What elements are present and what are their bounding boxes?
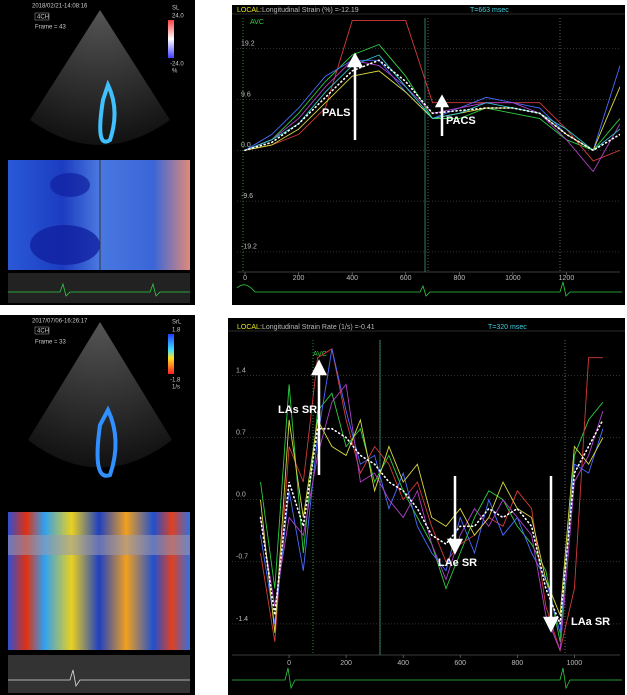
x-tick-label: 0	[287, 660, 291, 667]
date: 2017/07/06-16:26:17	[32, 319, 88, 325]
y-tick-label: -19.2	[241, 244, 257, 251]
y-tick-label: 19.2	[241, 41, 255, 48]
mmode-blob	[50, 173, 90, 197]
color-bar	[168, 20, 174, 58]
ecg-strip	[8, 655, 190, 693]
frame: Frame = 33	[35, 340, 67, 346]
header-time: T=320 msec	[488, 324, 527, 331]
unit: 1/s	[172, 385, 180, 391]
mmode-band	[8, 535, 190, 555]
scale-min: -1.8	[170, 378, 181, 384]
y-tick-label: 1.4	[236, 367, 246, 374]
header-label: LOCAL:	[237, 7, 262, 14]
x-tick-label: 200	[293, 275, 305, 282]
color-bar	[168, 334, 174, 374]
y-tick-label: -0.7	[236, 554, 248, 561]
x-tick-label: 600	[454, 660, 466, 667]
mmode-blob	[30, 225, 100, 265]
figure: 2018/02/21-14:08:16 4CH Frame = 43 SL 24…	[0, 0, 627, 695]
x-tick-label: 800	[453, 275, 465, 282]
view: 4CH	[37, 329, 49, 335]
chart-panel	[232, 5, 625, 305]
scale-max: 24.0	[172, 14, 184, 20]
annotation: PALS	[322, 107, 351, 119]
view: 4CH	[37, 15, 49, 21]
color-mmode	[8, 512, 190, 650]
x-tick-label: 1000	[567, 660, 583, 667]
x-tick-label: 400	[346, 275, 358, 282]
y-tick-label: 9.6	[241, 91, 251, 98]
scale-max: 1.8	[172, 328, 181, 334]
y-tick-label: -1.4	[236, 616, 248, 623]
annotation: LAs SR	[278, 404, 317, 416]
annotation: LAe SR	[438, 557, 477, 569]
y-tick-label: -9.6	[241, 193, 253, 200]
event-label: AVC	[313, 351, 327, 358]
y-tick-label: 0.7	[236, 429, 246, 436]
x-tick-label: 400	[397, 660, 409, 667]
x-tick-label: 0	[243, 275, 247, 282]
y-tick-label: 0.0	[236, 492, 246, 499]
x-tick-label: 800	[511, 660, 523, 667]
annotation: PACS	[446, 115, 476, 127]
x-tick-label: 1000	[505, 275, 521, 282]
scale-name: SL	[172, 6, 180, 12]
header-time: T=663 msec	[470, 7, 509, 14]
header-title: Longitudinal Strain Rate (1/s) =-0.41	[262, 324, 375, 331]
ecg-strip	[8, 273, 190, 303]
unit: %	[172, 69, 178, 75]
x-tick-label: 1200	[559, 275, 575, 282]
x-tick-label: 200	[340, 660, 352, 667]
annotation: LAa SR	[571, 616, 610, 628]
header-label: LOCAL:	[237, 324, 262, 331]
x-tick-label: 600	[400, 275, 412, 282]
scale-min: -24.0	[170, 62, 184, 68]
header-title: Longitudinal Strain (%) =-12.19	[262, 7, 359, 14]
event-label: AVC	[250, 19, 264, 26]
date: 2018/02/21-14:08:16	[32, 4, 88, 10]
frame: Frame = 43	[35, 25, 67, 31]
scale-name: SrL	[172, 320, 182, 326]
